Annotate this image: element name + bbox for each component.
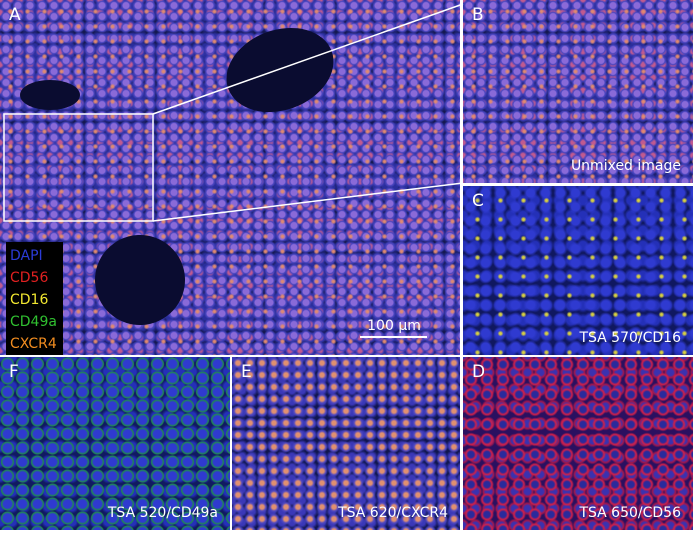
panel-letter: C xyxy=(472,191,484,211)
legend: DAPI CD56 CD16 CD49a CXCR4 xyxy=(6,242,63,355)
legend-entry: CD56 xyxy=(10,270,49,286)
panel-letter: B xyxy=(472,5,484,25)
scale-label: 100 µm xyxy=(367,318,421,334)
panel-c: C TSA 570/CD16 xyxy=(463,186,693,355)
panel-letter: A xyxy=(9,5,21,25)
caption: Unmixed image xyxy=(570,158,681,174)
panel-f: F TSA 520/CD49a xyxy=(0,357,230,530)
panel-e: E TSA 620/CXCR4 xyxy=(232,357,460,530)
caption: TSA 650/CD56 xyxy=(579,505,681,521)
panel-letter: E xyxy=(241,362,252,382)
zoom-line xyxy=(152,182,464,222)
legend-entry: CD16 xyxy=(10,292,49,308)
caption: TSA 570/CD16 xyxy=(579,330,681,346)
zoom-line xyxy=(152,3,464,115)
panel-a: A DAPI CD56 CD16 CD49a CXCR4 xyxy=(0,0,460,355)
panel-letter: F xyxy=(9,362,19,382)
panel-d: D TSA 650/CD56 xyxy=(463,357,693,530)
panel-letter: D xyxy=(472,362,486,382)
zoom-box xyxy=(3,113,154,222)
legend-entry: CD49a xyxy=(10,314,57,330)
caption: TSA 520/CD49a xyxy=(107,505,218,521)
panel-b: B Unmixed image xyxy=(463,0,693,183)
caption: TSA 620/CXCR4 xyxy=(338,505,448,521)
legend-entry: DAPI xyxy=(10,248,43,264)
legend-entry: CXCR4 xyxy=(10,336,57,352)
